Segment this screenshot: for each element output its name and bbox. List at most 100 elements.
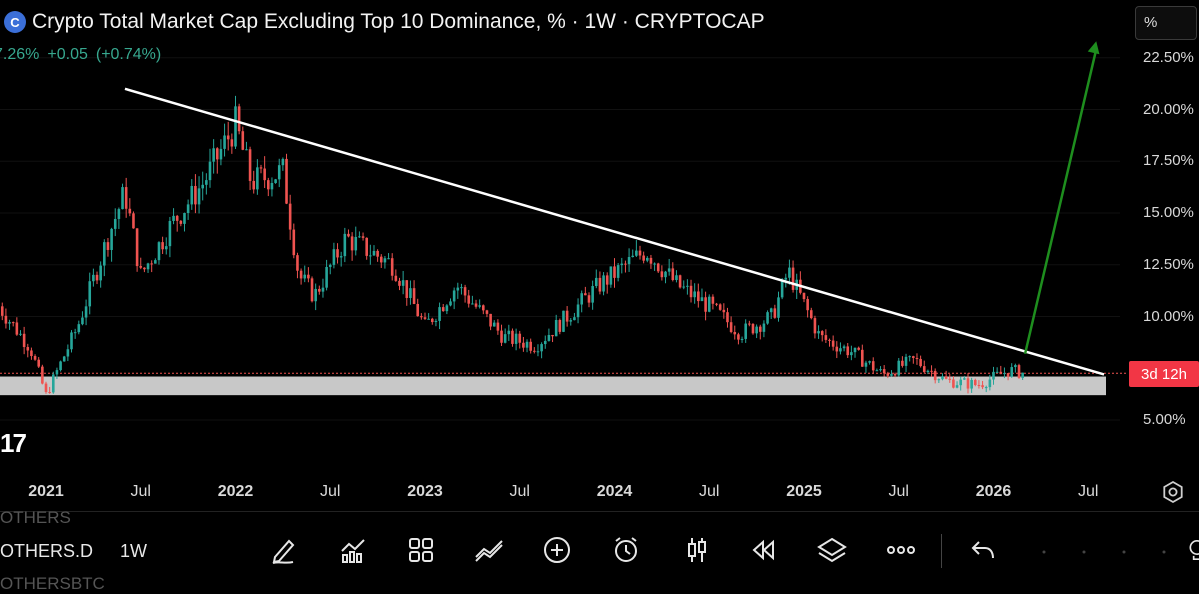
candle-body	[288, 203, 292, 230]
support-zone-rectangle[interactable]	[0, 376, 1106, 396]
candle-body	[401, 280, 405, 286]
pen-icon[interactable]	[267, 533, 301, 567]
candle-body	[143, 267, 146, 270]
symbol-scroll-prev[interactable]: OTHERS	[0, 508, 71, 527]
layers-icon[interactable]	[815, 533, 849, 567]
time-axis-tick: Jul	[320, 483, 341, 500]
candle-body	[926, 370, 930, 372]
candle-body	[124, 187, 128, 209]
candle-body	[992, 371, 995, 380]
candle-body	[1006, 373, 1010, 377]
change-pct: (+0.74%)	[95, 46, 162, 63]
candle-body	[22, 333, 26, 348]
candle-body	[675, 275, 678, 281]
candle-body	[718, 304, 722, 310]
candle-body	[113, 218, 117, 229]
candle-body	[540, 344, 543, 352]
candle-body	[569, 320, 573, 322]
candle-body	[817, 331, 820, 334]
alarm-icon[interactable]	[609, 533, 643, 567]
candle-body	[139, 266, 143, 268]
candle-body	[4, 315, 8, 324]
candle-body	[988, 379, 992, 388]
candle-body	[919, 358, 922, 367]
candle-body	[460, 287, 463, 289]
compare-icon[interactable]	[472, 533, 506, 567]
replay-icon[interactable]	[746, 533, 780, 567]
projection-arrow[interactable]	[1023, 41, 1100, 355]
candle-body	[59, 361, 62, 371]
candle-body	[828, 339, 831, 341]
candle-body	[354, 236, 358, 251]
candle-body	[616, 265, 620, 278]
candle-body	[853, 347, 857, 353]
candle-body	[150, 263, 153, 265]
candle-body	[11, 322, 15, 324]
candle-body	[529, 341, 532, 351]
candle-body	[806, 299, 809, 311]
candle-body	[307, 274, 310, 279]
candle-body	[88, 281, 92, 307]
candle-body	[890, 373, 893, 376]
last-value: 7.26%	[0, 46, 40, 63]
candle-body	[503, 334, 507, 343]
price-axis-tick: 17.50%	[1143, 152, 1194, 170]
candle-body	[620, 263, 624, 266]
candle-body	[219, 148, 223, 160]
candle-body	[266, 180, 270, 190]
candle-body	[394, 275, 398, 281]
candle-body	[824, 335, 828, 340]
candle-body	[281, 158, 285, 166]
lightbulb-icon[interactable]	[1182, 533, 1199, 567]
candle-body	[635, 250, 638, 256]
candle-body	[660, 271, 664, 278]
chart-canvas[interactable]	[0, 0, 1199, 511]
time-axis-tick: Jul	[888, 483, 909, 500]
candle-body	[755, 326, 758, 334]
candle-body	[1017, 365, 1021, 378]
symbol-scroll-next[interactable]: OTHERSBTC	[0, 574, 105, 593]
candle-body	[110, 228, 113, 250]
candle-body	[434, 320, 438, 323]
price-scale-unit-button[interactable]: %	[1135, 6, 1197, 40]
candle-body	[92, 274, 95, 282]
candle-body	[223, 135, 226, 149]
candle-body	[117, 209, 121, 219]
price-axis-tick: 10.00%	[1143, 307, 1194, 325]
candle-body	[591, 286, 594, 303]
candle-body	[995, 371, 999, 373]
candle-body	[420, 316, 423, 318]
candle-body	[864, 362, 868, 367]
tradingview-logo[interactable]: 17	[0, 428, 27, 458]
candle-body	[197, 188, 201, 205]
candlestick-series	[0, 95, 1024, 394]
candle-body	[722, 309, 726, 313]
undo-icon[interactable]	[966, 533, 1000, 567]
candle-body	[248, 149, 252, 181]
time-axis-tick: 2023	[407, 483, 443, 500]
candle-body	[682, 286, 686, 288]
indicators-icon[interactable]	[336, 533, 370, 567]
candle-body	[769, 308, 773, 313]
plus-circle-icon[interactable]	[540, 533, 574, 567]
candle-body	[179, 220, 183, 224]
candle-icon[interactable]	[680, 533, 714, 567]
descending-trendline[interactable]	[124, 87, 1105, 376]
candle-body	[73, 332, 77, 334]
candle-body	[788, 267, 791, 278]
candle-body	[412, 288, 416, 304]
candle-body	[594, 277, 598, 287]
candle-body	[653, 263, 656, 265]
grid-layout-icon[interactable]	[404, 533, 438, 567]
timeframe-selector[interactable]: 1W	[120, 541, 147, 561]
candle-body	[733, 332, 737, 335]
candle-body	[908, 356, 911, 358]
candle-body	[820, 331, 824, 336]
candle-body	[664, 271, 667, 278]
more-icon[interactable]	[884, 533, 918, 567]
candle-body	[441, 307, 445, 312]
candle-body	[587, 295, 591, 303]
symbol-selector[interactable]: OTHERS.D	[0, 541, 94, 561]
candle-body	[609, 266, 613, 285]
settings-gear-icon[interactable]	[1161, 480, 1185, 504]
